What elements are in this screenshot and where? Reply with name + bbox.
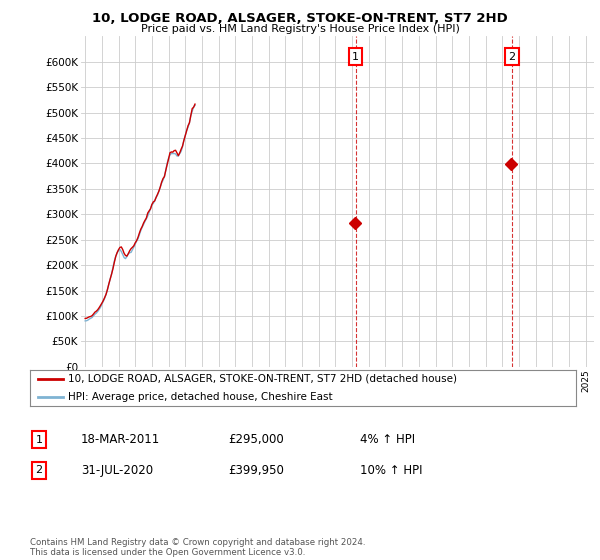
Text: 2: 2 [35,465,43,475]
Text: £295,000: £295,000 [228,433,284,446]
Text: 1: 1 [352,52,359,62]
Text: 10, LODGE ROAD, ALSAGER, STOKE-ON-TRENT, ST7 2HD (detached house): 10, LODGE ROAD, ALSAGER, STOKE-ON-TRENT,… [68,374,457,384]
Text: 4% ↑ HPI: 4% ↑ HPI [360,433,415,446]
Text: 10% ↑ HPI: 10% ↑ HPI [360,464,422,477]
Text: 31-JUL-2020: 31-JUL-2020 [81,464,153,477]
Text: 18-MAR-2011: 18-MAR-2011 [81,433,160,446]
Text: 2: 2 [508,52,515,62]
Text: 10, LODGE ROAD, ALSAGER, STOKE-ON-TRENT, ST7 2HD: 10, LODGE ROAD, ALSAGER, STOKE-ON-TRENT,… [92,12,508,25]
Text: 1: 1 [35,435,43,445]
Text: Contains HM Land Registry data © Crown copyright and database right 2024.
This d: Contains HM Land Registry data © Crown c… [30,538,365,557]
Text: £399,950: £399,950 [228,464,284,477]
Text: HPI: Average price, detached house, Cheshire East: HPI: Average price, detached house, Ches… [68,392,333,402]
Text: Price paid vs. HM Land Registry's House Price Index (HPI): Price paid vs. HM Land Registry's House … [140,24,460,34]
